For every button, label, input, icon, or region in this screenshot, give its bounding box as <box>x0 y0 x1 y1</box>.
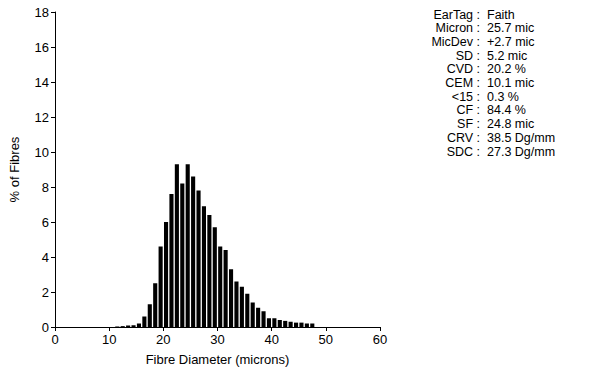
svg-text:10: 10 <box>35 145 49 160</box>
svg-text:18: 18 <box>35 5 49 20</box>
svg-text:27.3 Dg/mm: 27.3 Dg/mm <box>487 145 555 159</box>
svg-text:20: 20 <box>156 332 170 347</box>
svg-text:Fibre Diameter (microns): Fibre Diameter (microns) <box>146 352 290 367</box>
svg-text:10.1 mic: 10.1 mic <box>487 76 534 90</box>
svg-text:25.7 mic: 25.7 mic <box>487 21 534 35</box>
svg-text:MicDev :: MicDev : <box>431 35 480 49</box>
svg-text:CEM :: CEM : <box>445 76 480 90</box>
svg-text:10: 10 <box>102 332 116 347</box>
svg-text:SF :: SF : <box>457 117 480 131</box>
svg-text:0: 0 <box>42 320 49 335</box>
svg-text:38.5 Dg/mm: 38.5 Dg/mm <box>487 131 555 145</box>
svg-text:SD :: SD : <box>456 49 480 63</box>
svg-text:SDC :: SDC : <box>447 145 480 159</box>
svg-text:4: 4 <box>42 250 49 265</box>
svg-text:5.2 mic: 5.2 mic <box>487 49 527 63</box>
svg-text:60: 60 <box>373 332 387 347</box>
svg-text:% of Fibres: % of Fibres <box>7 136 22 202</box>
svg-text:12: 12 <box>35 110 49 125</box>
svg-text:CRV :: CRV : <box>447 131 480 145</box>
svg-text:CF :: CF : <box>456 103 480 117</box>
svg-text:24.8 mic: 24.8 mic <box>487 117 534 131</box>
svg-text:6: 6 <box>42 215 49 230</box>
svg-text:16: 16 <box>35 40 49 55</box>
svg-text:30: 30 <box>210 332 224 347</box>
svg-text:Micron :: Micron : <box>436 21 480 35</box>
svg-text:0: 0 <box>51 332 58 347</box>
svg-text:50: 50 <box>319 332 333 347</box>
svg-text:40: 40 <box>264 332 278 347</box>
svg-text:<15 :: <15 : <box>452 90 480 104</box>
svg-text:0.3 %: 0.3 % <box>487 90 519 104</box>
svg-text:EarTag :: EarTag : <box>433 8 480 22</box>
svg-text:Faith: Faith <box>487 8 515 22</box>
svg-text:84.4 %: 84.4 % <box>487 103 526 117</box>
svg-text:2: 2 <box>42 285 49 300</box>
svg-text:8: 8 <box>42 180 49 195</box>
svg-text:CVD :: CVD : <box>447 62 480 76</box>
svg-text:+2.7 mic: +2.7 mic <box>487 35 535 49</box>
svg-text:14: 14 <box>35 75 49 90</box>
svg-text:20.2 %: 20.2 % <box>487 62 526 76</box>
